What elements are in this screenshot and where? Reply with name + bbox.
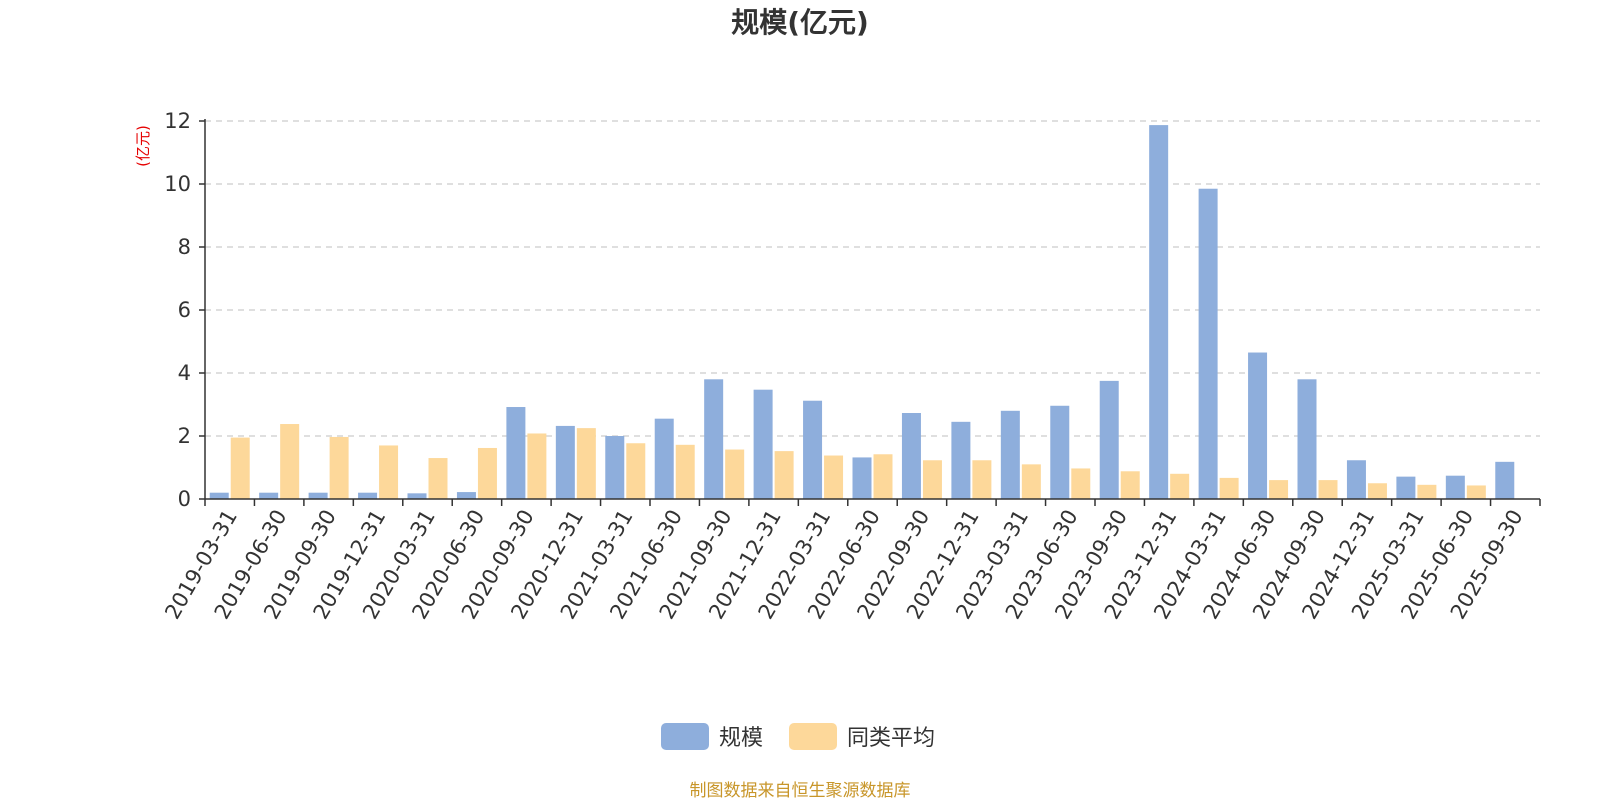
bar-peer-average[interactable]	[1071, 468, 1091, 499]
bar-peer-average[interactable]	[329, 436, 349, 499]
bar-peer-average[interactable]	[725, 449, 745, 499]
bar-peer-average[interactable]	[626, 443, 646, 499]
bar-peer-average[interactable]	[477, 447, 497, 499]
bar-peer-average[interactable]	[922, 460, 942, 499]
bar-peer-average[interactable]	[1367, 483, 1387, 499]
y-tick-label: 8	[178, 235, 191, 259]
y-axis-unit-label: (亿元)	[134, 125, 152, 167]
bar-scale[interactable]	[1198, 188, 1218, 499]
bar-scale[interactable]	[259, 492, 279, 499]
y-tick-label: 0	[178, 487, 191, 511]
bar-peer-average[interactable]	[774, 451, 794, 499]
bar-scale[interactable]	[555, 425, 575, 499]
bar-scale[interactable]	[456, 492, 476, 499]
bar-peer-average[interactable]	[824, 455, 844, 499]
x-tick-labels: 2019-03-312019-06-302019-09-302019-12-31…	[160, 506, 1527, 624]
bar-peer-average[interactable]	[1269, 480, 1289, 499]
bar-scale[interactable]	[209, 492, 229, 499]
bar-scale[interactable]	[1396, 476, 1416, 499]
bar-scale[interactable]	[1346, 460, 1366, 499]
bar-scale[interactable]	[506, 407, 526, 499]
bar-scale[interactable]	[1099, 380, 1119, 499]
bar-scale[interactable]	[951, 421, 971, 499]
bar-scale[interactable]	[1495, 461, 1515, 499]
data-source-note: 制图数据来自恒生聚源数据库	[690, 781, 911, 800]
y-tick-label: 10	[164, 172, 191, 196]
bar-peer-average[interactable]	[1417, 484, 1437, 499]
y-tick-label: 4	[178, 361, 191, 385]
bar-scale[interactable]	[901, 413, 921, 499]
legend-item-peer-average[interactable]: 同类平均	[789, 723, 935, 751]
grid-lines	[205, 120, 1540, 437]
bar-scale[interactable]	[704, 379, 724, 499]
bar-peer-average[interactable]	[527, 433, 547, 499]
bar-scale[interactable]	[1445, 475, 1465, 499]
legend[interactable]: 规模 同类平均	[661, 723, 935, 751]
bar-peer-average[interactable]	[1318, 480, 1338, 499]
bar-scale[interactable]	[1248, 352, 1268, 499]
bar-peer-average[interactable]	[576, 428, 596, 499]
bar-peer-average[interactable]	[1170, 473, 1190, 499]
bar-scale[interactable]	[852, 457, 872, 499]
legend-swatch	[661, 723, 709, 750]
bar-scale[interactable]	[308, 492, 328, 499]
bar-peer-average[interactable]	[873, 454, 893, 499]
bar-peer-average[interactable]	[428, 458, 448, 499]
bar-peer-average[interactable]	[675, 444, 695, 499]
bar-scale[interactable]	[803, 400, 823, 499]
legend-swatch	[789, 723, 837, 750]
y-tick-label: 6	[178, 298, 191, 322]
axes	[199, 119, 1541, 506]
y-tick-labels: 0 2 4 6 8 10 12	[164, 109, 191, 511]
bar-peer-average[interactable]	[972, 460, 992, 499]
bar-scale[interactable]	[605, 436, 625, 499]
bar-scale[interactable]	[407, 493, 427, 499]
bar-scale[interactable]	[654, 418, 674, 499]
legend-label: 规模	[719, 726, 763, 751]
bar-peer-average[interactable]	[1120, 471, 1140, 499]
bars	[209, 125, 1515, 499]
bar-scale[interactable]	[1297, 379, 1317, 499]
y-tick-label: 12	[164, 109, 191, 133]
chart-title: 规模(亿元)	[731, 6, 869, 39]
bar-peer-average[interactable]	[280, 424, 300, 499]
legend-label: 同类平均	[847, 726, 935, 751]
bar-peer-average[interactable]	[230, 437, 250, 499]
legend-item-scale[interactable]: 规模	[661, 723, 763, 751]
bar-scale[interactable]	[358, 492, 378, 499]
y-tick-label: 2	[178, 424, 191, 448]
bar-peer-average[interactable]	[1466, 485, 1486, 499]
bar-scale[interactable]	[1149, 125, 1169, 499]
bar-peer-average[interactable]	[379, 445, 399, 499]
bar-scale[interactable]	[1050, 405, 1070, 499]
bar-peer-average[interactable]	[1021, 464, 1041, 499]
bar-scale[interactable]	[1000, 410, 1020, 499]
bar-peer-average[interactable]	[1219, 477, 1239, 499]
bar-scale[interactable]	[753, 389, 773, 499]
